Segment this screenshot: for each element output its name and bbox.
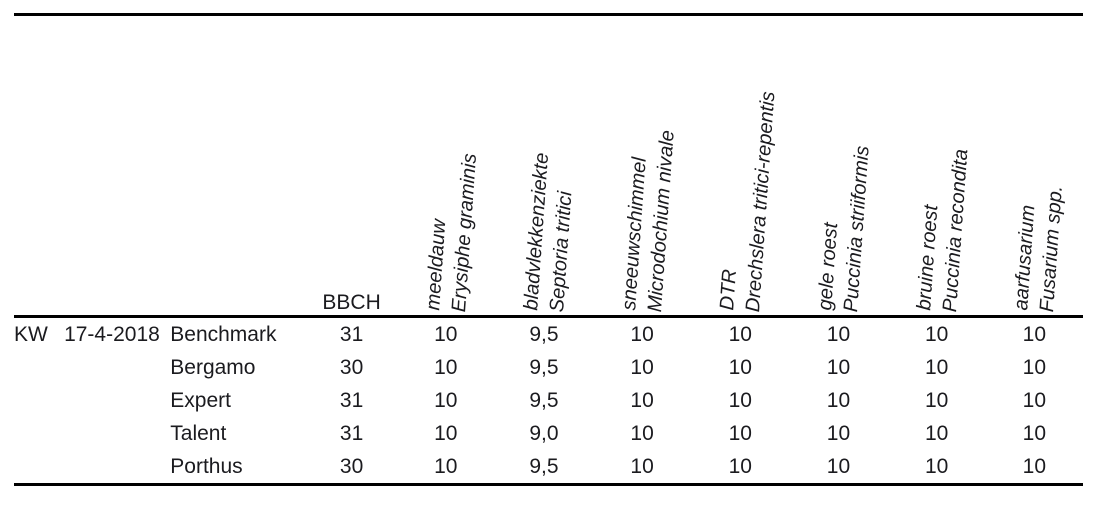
cell-value: 10	[1022, 322, 1047, 346]
column-header-bbch: BBCH	[306, 14, 397, 318]
rotated-column-label: sneeuwschimmel Microdochium nivale	[616, 128, 681, 313]
cell-group	[14, 351, 64, 384]
cell-value: 10	[826, 388, 851, 412]
cell-date	[64, 417, 170, 450]
cell-value: 10	[728, 322, 752, 346]
cell-bbch: 31	[339, 322, 364, 346]
cell-value: 10	[924, 322, 949, 346]
cell-group	[14, 450, 64, 485]
cell-value: 10	[924, 388, 949, 412]
header-date-spacer	[64, 14, 171, 318]
table-row: Porthus 30 10 9,5 10 10 10 10 10	[14, 450, 1083, 485]
cell-value: 10	[924, 355, 949, 379]
column-header-dtr: DTR Drechslera tritici-repentis	[691, 14, 790, 318]
bbch-label: BBCH	[322, 291, 381, 314]
cell-variety: Benchmark	[170, 322, 277, 346]
cell-value: 10	[630, 388, 654, 412]
cell-bbch: 31	[339, 388, 364, 412]
cell-value: 10	[630, 421, 654, 445]
column-header-gele-roest: gele roest Puccinia striiformis	[789, 14, 888, 318]
column-header-bladvlekkenziekte: bladvlekkenziekte Septoria tritici	[494, 14, 594, 318]
column-header-aarfusarium: aarfusarium Fusarium spp.	[985, 14, 1083, 318]
cell-value: 10	[630, 454, 654, 478]
cell-value: 10	[434, 421, 458, 445]
cell-group	[14, 417, 64, 450]
cell-group	[14, 384, 64, 417]
cell-variety: Talent	[170, 421, 227, 445]
cell-value: 10	[924, 421, 949, 445]
table-row: Bergamo 30 10 9,5 10 10 10 10 10	[14, 351, 1083, 384]
cell-bbch: 30	[339, 355, 364, 379]
cell-date	[64, 384, 170, 417]
rotated-column-label: DTR Drechslera tritici-repentis	[714, 89, 781, 313]
cell-date	[64, 351, 170, 384]
rotated-column-label: bladvlekkenziekte Septoria tritici	[518, 152, 581, 313]
cell-bbch: 31	[339, 421, 364, 445]
cell-value: 10	[1022, 421, 1047, 445]
cell-variety: Expert	[170, 388, 231, 412]
cell-value: 10	[434, 355, 458, 379]
rotated-column-label: bruine roest Puccinia recondita	[911, 146, 974, 313]
cell-value: 10	[434, 454, 458, 478]
column-header-meeldauw: meeldauw Erysiphe graminis	[396, 14, 495, 318]
cell-value: 9,0	[529, 421, 559, 445]
header-group-spacer	[14, 14, 65, 318]
rotated-column-label: meeldauw Erysiphe graminis	[420, 151, 483, 313]
rotated-column-label: gele roest Puccinia striiformis	[813, 143, 877, 313]
cell-value: 9,5	[529, 388, 559, 412]
column-header-sneeuwschimmel: sneeuwschimmel Microdochium nivale	[593, 14, 692, 318]
cell-value: 10	[826, 322, 851, 346]
cell-value: 10	[1022, 355, 1047, 379]
header-row: BBCH meeldauw Erysiphe graminis bladvlek…	[14, 14, 1083, 318]
cell-value: 10	[728, 421, 752, 445]
cell-value: 10	[728, 355, 752, 379]
header-variety-spacer	[170, 14, 307, 318]
table-row: KW 17-4-2018 Benchmark 31 10 9,5 10 10 1…	[14, 317, 1083, 352]
cell-value: 10	[434, 322, 458, 346]
cell-group: KW	[14, 322, 48, 346]
cell-value: 10	[630, 322, 654, 346]
cell-value: 10	[630, 355, 654, 379]
cell-date	[64, 450, 170, 485]
cell-value: 10	[1022, 388, 1047, 412]
cell-value: 9,5	[529, 355, 559, 379]
table-row: Talent 31 10 9,0 10 10 10 10 10	[14, 417, 1083, 450]
cell-value: 10	[924, 454, 949, 478]
cell-value: 10	[434, 388, 458, 412]
cell-value: 10	[728, 454, 752, 478]
cell-variety: Bergamo	[170, 355, 256, 379]
cell-value: 9,5	[529, 322, 559, 346]
table-header: BBCH meeldauw Erysiphe graminis bladvlek…	[14, 14, 1083, 318]
table-body: KW 17-4-2018 Benchmark 31 10 9,5 10 10 1…	[14, 317, 1083, 485]
cell-value: 10	[728, 388, 752, 412]
cell-bbch: 30	[339, 454, 364, 478]
cell-value: 10	[826, 355, 851, 379]
cell-value: 9,5	[529, 454, 559, 478]
rotated-column-label: aarfusarium Fusarium spp.	[1008, 183, 1069, 313]
disease-assessment-table: BBCH meeldauw Erysiphe graminis bladvlek…	[14, 13, 1083, 486]
cell-value: 10	[1022, 454, 1047, 478]
table-row: Expert 31 10 9,5 10 10 10 10 10	[14, 384, 1083, 417]
column-header-bruine-roest: bruine roest Puccinia recondita	[887, 14, 986, 318]
cell-variety: Porthus	[170, 454, 243, 478]
cell-date: 17-4-2018	[64, 322, 160, 346]
cell-value: 10	[826, 421, 851, 445]
cell-value: 10	[826, 454, 851, 478]
